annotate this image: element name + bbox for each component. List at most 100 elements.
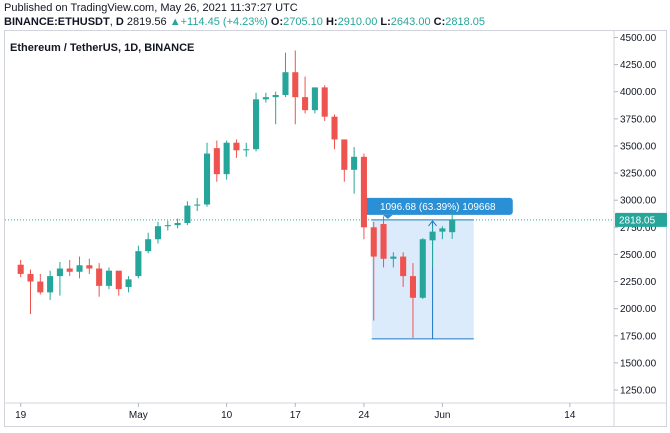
interval-label: D <box>115 16 124 28</box>
candle-body <box>223 142 230 175</box>
candle-body <box>194 204 201 206</box>
time-tick-label: Jun <box>434 410 450 421</box>
candle-down <box>233 139 240 158</box>
candle-body <box>302 97 309 111</box>
time-tick-label: 17 <box>290 410 302 421</box>
candle-up <box>439 226 446 240</box>
candle-body <box>27 273 34 282</box>
price-axis[interactable]: 4500.00 4250.00 4000.00 3750.00 3500.00 3250.… <box>613 30 657 426</box>
last-price-marker: 2818.05 <box>5 212 667 227</box>
candle-down <box>27 269 34 315</box>
price-tick-label: 2250.00 <box>620 277 657 288</box>
last-price-label: 2818.05 <box>619 215 656 226</box>
candle-body <box>145 239 152 252</box>
candle-up <box>272 91 279 125</box>
candles <box>17 50 456 338</box>
candle-up <box>47 270 54 300</box>
candle-body <box>272 94 279 98</box>
high-label: H: <box>325 16 338 28</box>
candle-up <box>194 198 201 212</box>
candle-body <box>449 219 456 233</box>
candle-body <box>360 156 367 228</box>
candle-down <box>292 50 299 125</box>
candle-up <box>174 218 181 229</box>
candle-up <box>203 142 211 207</box>
candle-body <box>262 97 269 100</box>
candle-down <box>17 259 24 278</box>
price-tick-label: 1250.00 <box>620 385 657 396</box>
candle-down <box>115 270 122 296</box>
candle-down <box>302 76 309 114</box>
measure-tooltip-label: 1096.68 (63.39%) 109668 <box>380 202 496 213</box>
low-value: 2643.00 <box>390 16 431 28</box>
measure-tooltip-pointer-icon <box>382 214 393 219</box>
candle-down <box>331 114 338 150</box>
close-label: C: <box>433 16 446 28</box>
candle-body <box>331 116 338 140</box>
candle-down <box>213 140 220 182</box>
candle-down <box>370 221 377 321</box>
candle-body <box>76 265 83 272</box>
candle-body <box>86 265 93 269</box>
candle-down <box>96 263 103 297</box>
candle-up <box>145 232 152 254</box>
candle-body <box>66 268 73 272</box>
symbol-label: BINANCE:ETHUSDT <box>4 16 110 28</box>
candle-up <box>262 92 269 103</box>
price-tick-label: 3000.00 <box>620 196 657 207</box>
time-tick-label: 10 <box>221 410 233 421</box>
candle-up <box>282 52 289 98</box>
candle-up <box>390 252 397 268</box>
candle-body <box>174 222 181 226</box>
candle-up <box>105 267 112 290</box>
chart-header: Published on TradingView.com, May 26, 20… <box>0 0 670 30</box>
time-tick-label: May <box>129 410 148 421</box>
candle-body <box>56 268 63 277</box>
candle-body <box>164 225 171 227</box>
candle-body <box>321 87 328 117</box>
candle-body <box>341 139 348 170</box>
candle-down <box>86 258 93 274</box>
candle-body <box>96 268 103 286</box>
candle-down <box>66 259 73 277</box>
last-price: 2819.56 <box>126 16 167 28</box>
time-tick-label: 14 <box>564 410 576 421</box>
candle-body <box>400 256 407 277</box>
time-axis[interactable]: 19 May 10 17 24 Jun 14 <box>5 402 666 421</box>
candle-body <box>380 224 387 259</box>
candle-up <box>223 140 230 180</box>
candle-body <box>292 72 299 98</box>
candle-body <box>253 99 260 150</box>
close-value: 2818.05 <box>445 16 485 28</box>
candle-down <box>37 273 44 295</box>
candle-body <box>135 251 142 277</box>
candle-body <box>233 142 240 151</box>
change-arrow-icon: ▲ <box>169 16 181 28</box>
change-value: +114.45 (+4.23%) <box>180 16 268 28</box>
chart-frame[interactable] <box>4 30 667 427</box>
price-tick-label: 3750.00 <box>620 114 657 125</box>
time-tick-label: 19 <box>15 410 27 421</box>
candle-down <box>360 153 367 240</box>
candle-body <box>203 153 211 205</box>
candle-body <box>311 87 318 111</box>
time-tick-label: 24 <box>358 410 370 421</box>
candle-up <box>253 92 260 152</box>
candle-up <box>56 262 63 296</box>
price-tick-label: 2500.00 <box>620 250 657 261</box>
candle-body <box>351 156 358 170</box>
quote-line: BINANCE:ETHUSDT, D 2819.56 ▲+114.45 (+4.… <box>4 15 485 29</box>
candle-up <box>164 220 171 231</box>
candle-up <box>243 142 250 157</box>
candle-body <box>105 270 112 286</box>
candle-body <box>390 256 397 259</box>
price-tick-label: 4250.00 <box>620 60 657 71</box>
candle-up <box>125 276 132 293</box>
candle-body <box>243 149 250 151</box>
chart-title: Ethereum / TetherUS, 1D, BINANCE <box>10 42 195 54</box>
separator: , <box>109 16 116 28</box>
price-range-measure[interactable]: 1096.68 (63.39%) 109668 <box>362 197 513 340</box>
candle-body <box>439 228 446 232</box>
open-value: 2705.10 <box>283 16 323 28</box>
